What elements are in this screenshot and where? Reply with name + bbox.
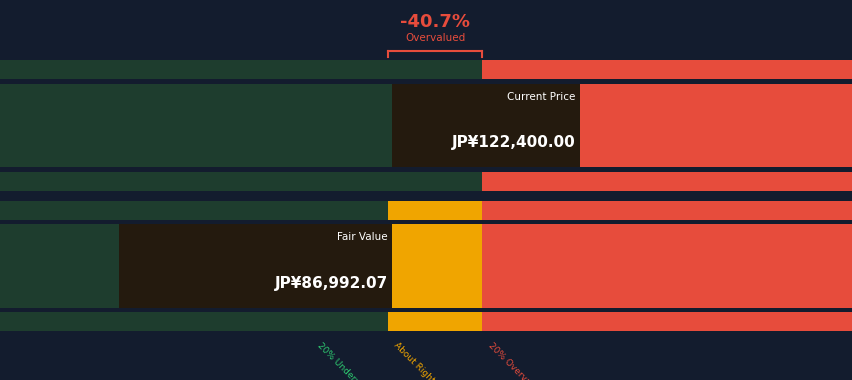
Bar — [388, 201, 481, 220]
Bar — [481, 84, 852, 167]
Text: 20% Overvalued: 20% Overvalued — [486, 341, 545, 380]
Text: Current Price: Current Price — [507, 92, 575, 102]
Bar — [481, 201, 852, 220]
Bar — [0, 312, 388, 331]
Text: Fair Value: Fair Value — [337, 233, 388, 242]
Bar — [388, 312, 481, 331]
Bar — [392, 84, 579, 167]
Bar — [0, 201, 388, 220]
Bar — [119, 224, 392, 308]
Bar — [0, 60, 388, 79]
Bar — [388, 84, 481, 167]
Bar — [0, 60, 481, 79]
Bar — [0, 172, 481, 191]
Text: 20% Undervalued: 20% Undervalued — [315, 341, 379, 380]
Bar — [0, 201, 388, 220]
Bar — [0, 224, 388, 308]
Bar — [0, 84, 388, 167]
Bar — [0, 172, 388, 191]
Text: JP¥122,400.00: JP¥122,400.00 — [452, 135, 575, 150]
Text: About Right: About Right — [392, 341, 436, 380]
Bar — [388, 224, 481, 308]
Bar — [0, 84, 481, 167]
Bar — [481, 312, 852, 331]
Bar — [388, 172, 481, 191]
Bar — [0, 224, 388, 308]
Bar — [481, 224, 852, 308]
Bar — [388, 60, 481, 79]
Text: -40.7%: -40.7% — [400, 13, 469, 31]
Bar — [481, 172, 852, 191]
Bar — [0, 312, 388, 331]
Text: Overvalued: Overvalued — [405, 33, 464, 43]
Bar — [481, 60, 852, 79]
Text: JP¥86,992.07: JP¥86,992.07 — [274, 276, 388, 291]
